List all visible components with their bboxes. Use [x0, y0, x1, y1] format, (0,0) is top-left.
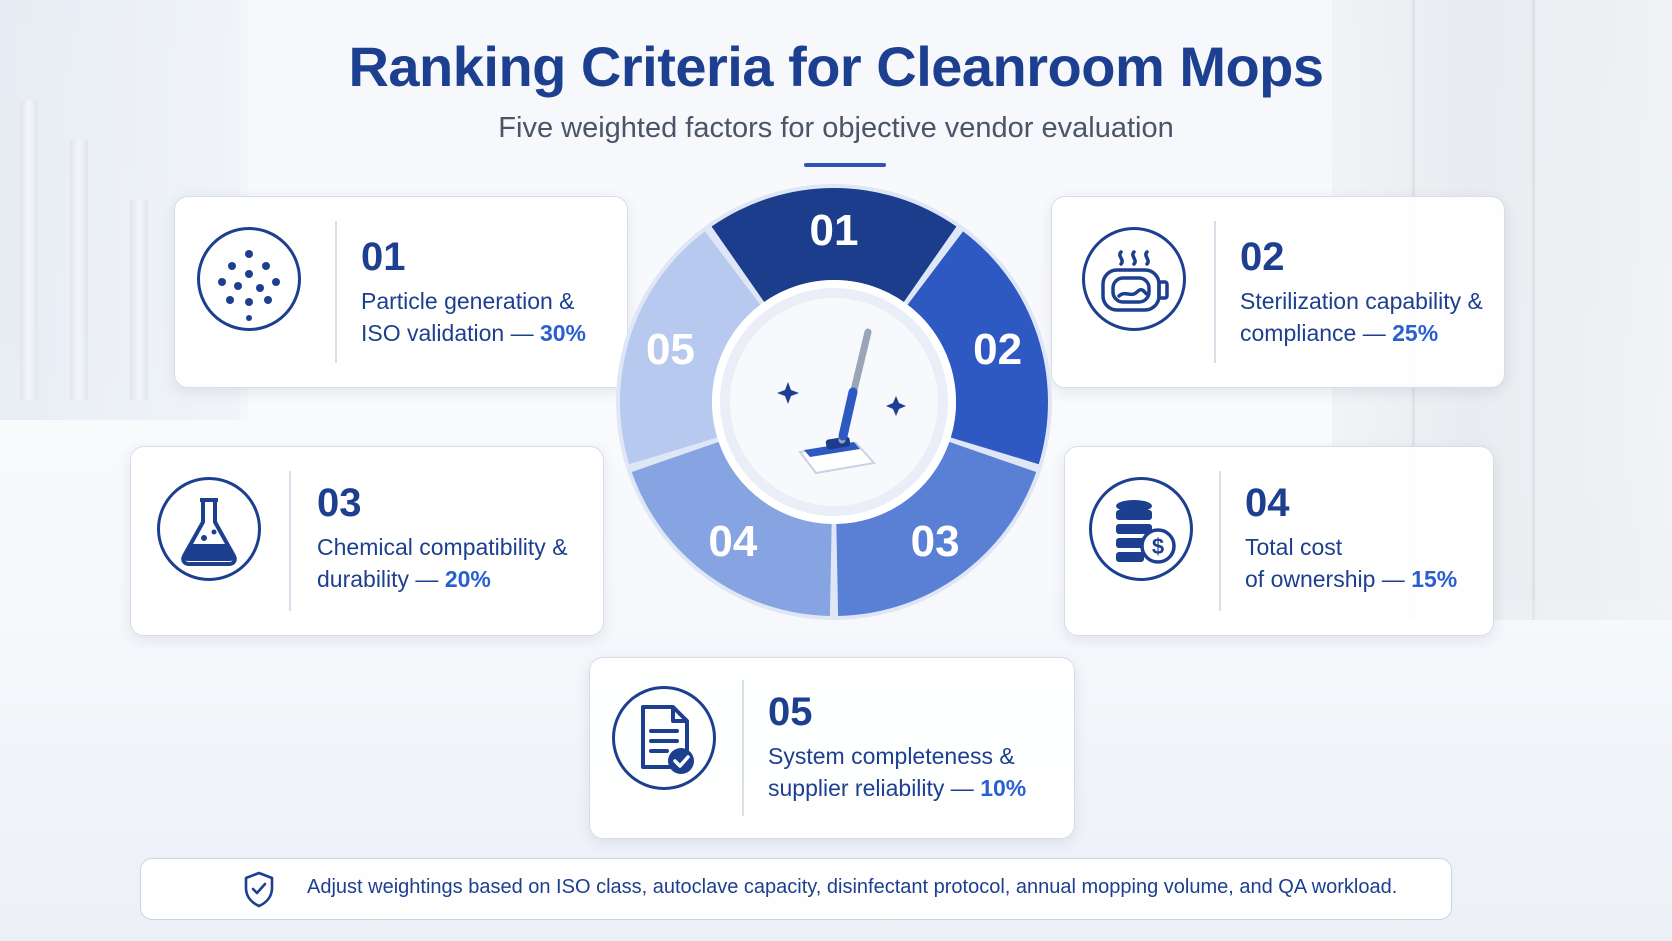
- flask-icon: [157, 477, 261, 581]
- criterion-description: System completeness & supplier reliabili…: [768, 743, 1027, 801]
- criterion-card-01: 01 Particle generation & ISO validation …: [174, 196, 628, 388]
- criterion-weight: 25%: [1392, 320, 1439, 346]
- criterion-card-03: 03 Chemical compatibility & durability —…: [130, 446, 604, 636]
- criterion-description: Chemical compatibility & durability — 20…: [317, 534, 568, 592]
- criterion-number: 05: [768, 690, 813, 734]
- mop-icon: [777, 328, 906, 475]
- svg-text:$: $: [1152, 534, 1164, 559]
- criterion-description: Total cost of ownership — 15%: [1245, 534, 1458, 592]
- shield-check-icon: [244, 871, 274, 908]
- criterion-weight: 10%: [980, 775, 1027, 801]
- criterion-weight: 20%: [444, 566, 491, 592]
- criterion-number: 04: [1245, 481, 1290, 525]
- wheel-segment-label: 01: [810, 206, 859, 255]
- note-text: Adjust weightings based on ISO class, au…: [307, 876, 1398, 898]
- wheel-segment-label: 03: [911, 517, 960, 566]
- coins-dollar-icon: $: [1089, 477, 1193, 581]
- weighting-note: Adjust weightings based on ISO class, au…: [140, 858, 1452, 920]
- criterion-card-02: 02 Sterilization capability & compliance…: [1051, 196, 1505, 388]
- criterion-card-05: 05 System completeness & supplier reliab…: [589, 657, 1075, 839]
- particles-icon: [197, 227, 301, 331]
- wheel-segment-01: [711, 188, 957, 302]
- criteria-wheel: 01 02 03 04 05: [616, 184, 1052, 620]
- page-title: Ranking Criteria for Cleanroom Mops: [348, 35, 1324, 98]
- page-subtitle: Five weighted factors for objective vend…: [498, 112, 1174, 144]
- criterion-description: Particle generation & ISO validation — 3…: [361, 288, 587, 346]
- wheel-segment-label: 04: [708, 517, 757, 566]
- autoclave-icon: [1082, 227, 1186, 331]
- criterion-weight: 30%: [539, 320, 587, 346]
- criterion-description: Sterilization capability & compliance — …: [1240, 288, 1483, 346]
- document-check-icon: [612, 686, 716, 790]
- title-divider: [804, 163, 886, 167]
- wheel-segment-03: [836, 441, 1037, 616]
- wheel-segment-label: 05: [646, 325, 695, 374]
- wheel-segment-02: [907, 231, 1048, 465]
- criterion-card-04: $ 04 Total cost of ownership — 15%: [1064, 446, 1494, 636]
- wheel-segment-04: [631, 441, 832, 616]
- wheel-segment-label: 02: [973, 325, 1022, 374]
- criterion-weight: 15%: [1411, 566, 1458, 592]
- criterion-number: 02: [1240, 235, 1285, 279]
- criterion-number: 03: [317, 481, 362, 525]
- criterion-number: 01: [361, 235, 406, 279]
- wheel-segment-05: [620, 231, 761, 465]
